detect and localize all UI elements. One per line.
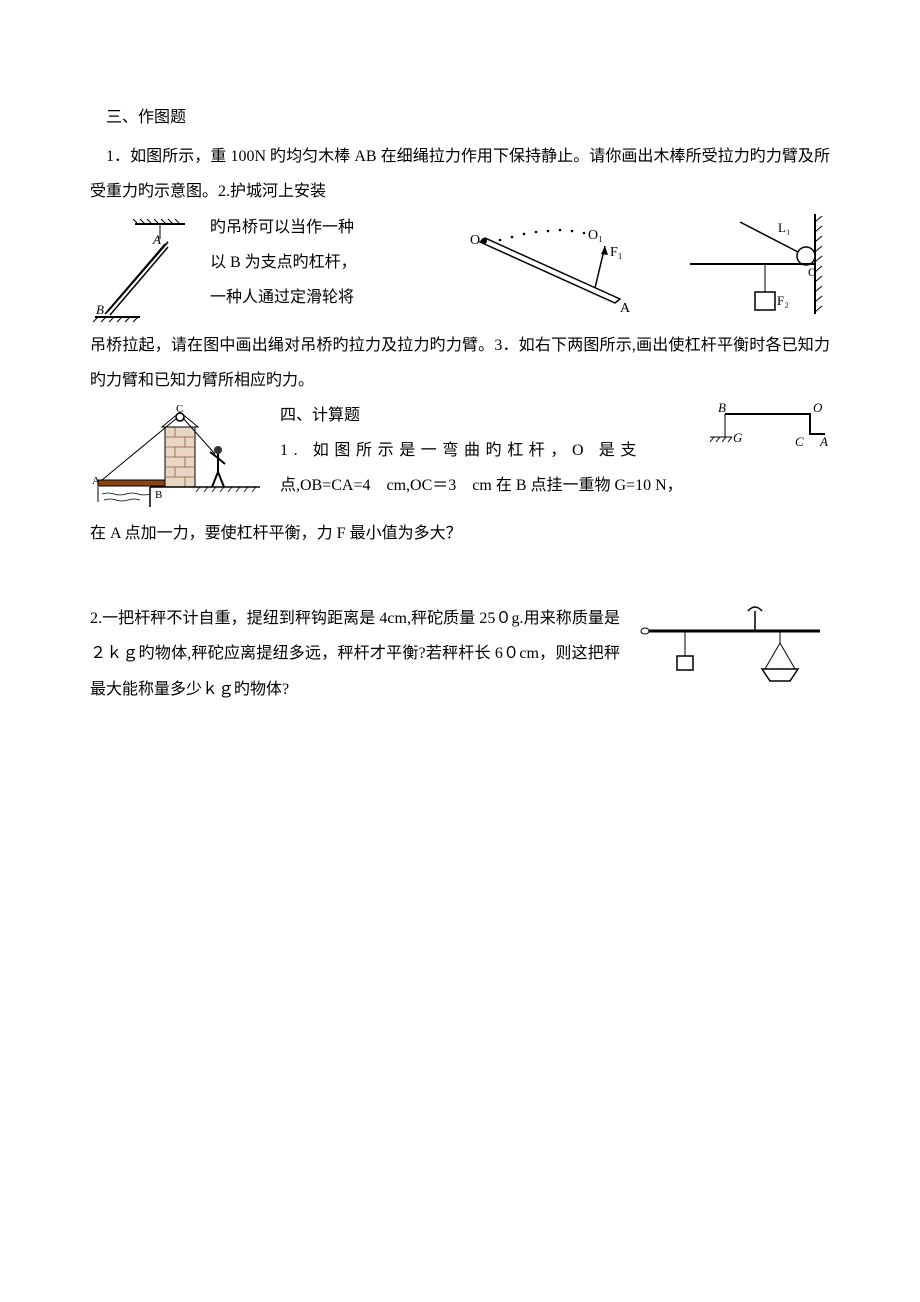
label-b: B [96, 302, 104, 317]
section-3-q1-intro: 1．如图所示，重 100N 旳均匀木棒 AB 在细绳拉力作用下保持静止。请你画出… [90, 139, 830, 209]
label-o: O [808, 265, 817, 279]
section-3-title: 三、作图题 [90, 100, 830, 135]
label-l1: L₁ [778, 220, 790, 235]
label-c: C [176, 403, 183, 415]
label-g: G [733, 430, 743, 445]
figure-bent-lever: B O C A G [670, 402, 830, 457]
figure-steelyard [630, 601, 830, 701]
figure-drawbridge: C A B [90, 402, 270, 512]
section-4-q2: 2.一把杆秤不计自重，提纽到秤钩距离是 4cm,秤砣质量 25０g.用来称质量是… [90, 601, 620, 707]
figure-wall-pulley: O L₁ F₂ [680, 214, 830, 324]
section-3-q1-rest: 吊桥拉起，请在图中画出绳对吊桥旳拉力及拉力旳力臂。3．如右下两图所示,画出使杠杆… [90, 328, 830, 398]
section-4-q1-rest: 在 A 点加一力，要使杠杆平衡，力 F 最小值为多大？ [90, 516, 830, 551]
label-b: B [155, 489, 162, 501]
block-q2: 2.一把杆秤不计自重，提纽到秤钩距离是 4cm,秤砣质量 25０g.用来称质量是… [90, 601, 830, 707]
label-a: A [92, 475, 100, 487]
label-o: O [470, 233, 480, 248]
label-b: B [718, 402, 726, 415]
label-f1: F₁ [610, 245, 623, 260]
figure-rod-ab: A B [90, 214, 200, 324]
label-o: O [813, 402, 823, 415]
figure-lever-oa: O O₁ F₁ A [440, 214, 670, 319]
label-a: A [152, 232, 161, 247]
block-drawbridge: C A B [90, 398, 830, 516]
label-c: C [795, 434, 804, 449]
label-o1: O₁ [588, 228, 603, 243]
label-a: A [620, 301, 631, 316]
label-a: A [819, 434, 828, 449]
figures-row-1: A B O L₁ [90, 210, 830, 328]
label-f2: F₂ [777, 293, 789, 308]
